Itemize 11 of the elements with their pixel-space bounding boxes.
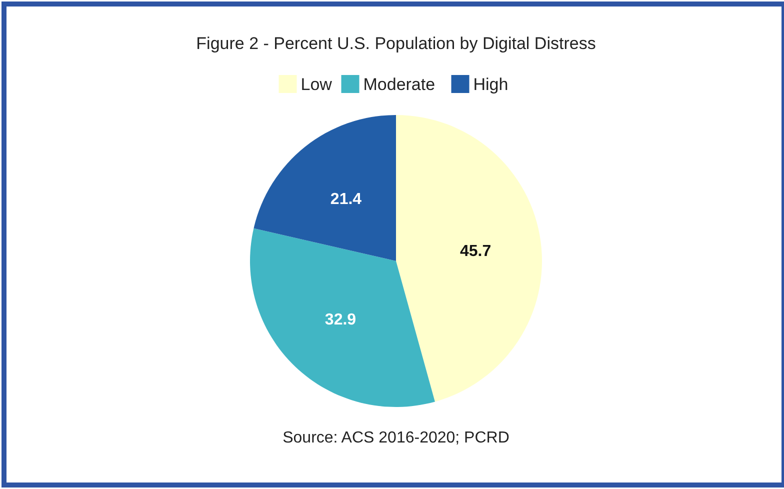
pie-slice xyxy=(250,228,435,407)
legend-label: Low xyxy=(300,74,333,94)
chart-title: Figure 2 - Percent U.S. Population by Digital Distress xyxy=(196,34,596,53)
legend-label: High xyxy=(473,74,508,94)
pie-slice xyxy=(396,115,542,402)
legend-label: Moderate xyxy=(363,74,436,94)
data-label: 32.9 xyxy=(324,312,356,329)
data-label: 45.7 xyxy=(460,242,492,260)
data-label: 21.4 xyxy=(330,190,362,208)
pie-slice xyxy=(254,115,396,261)
source-note: Source: ACS 2016-2020; PCRD xyxy=(282,430,510,447)
